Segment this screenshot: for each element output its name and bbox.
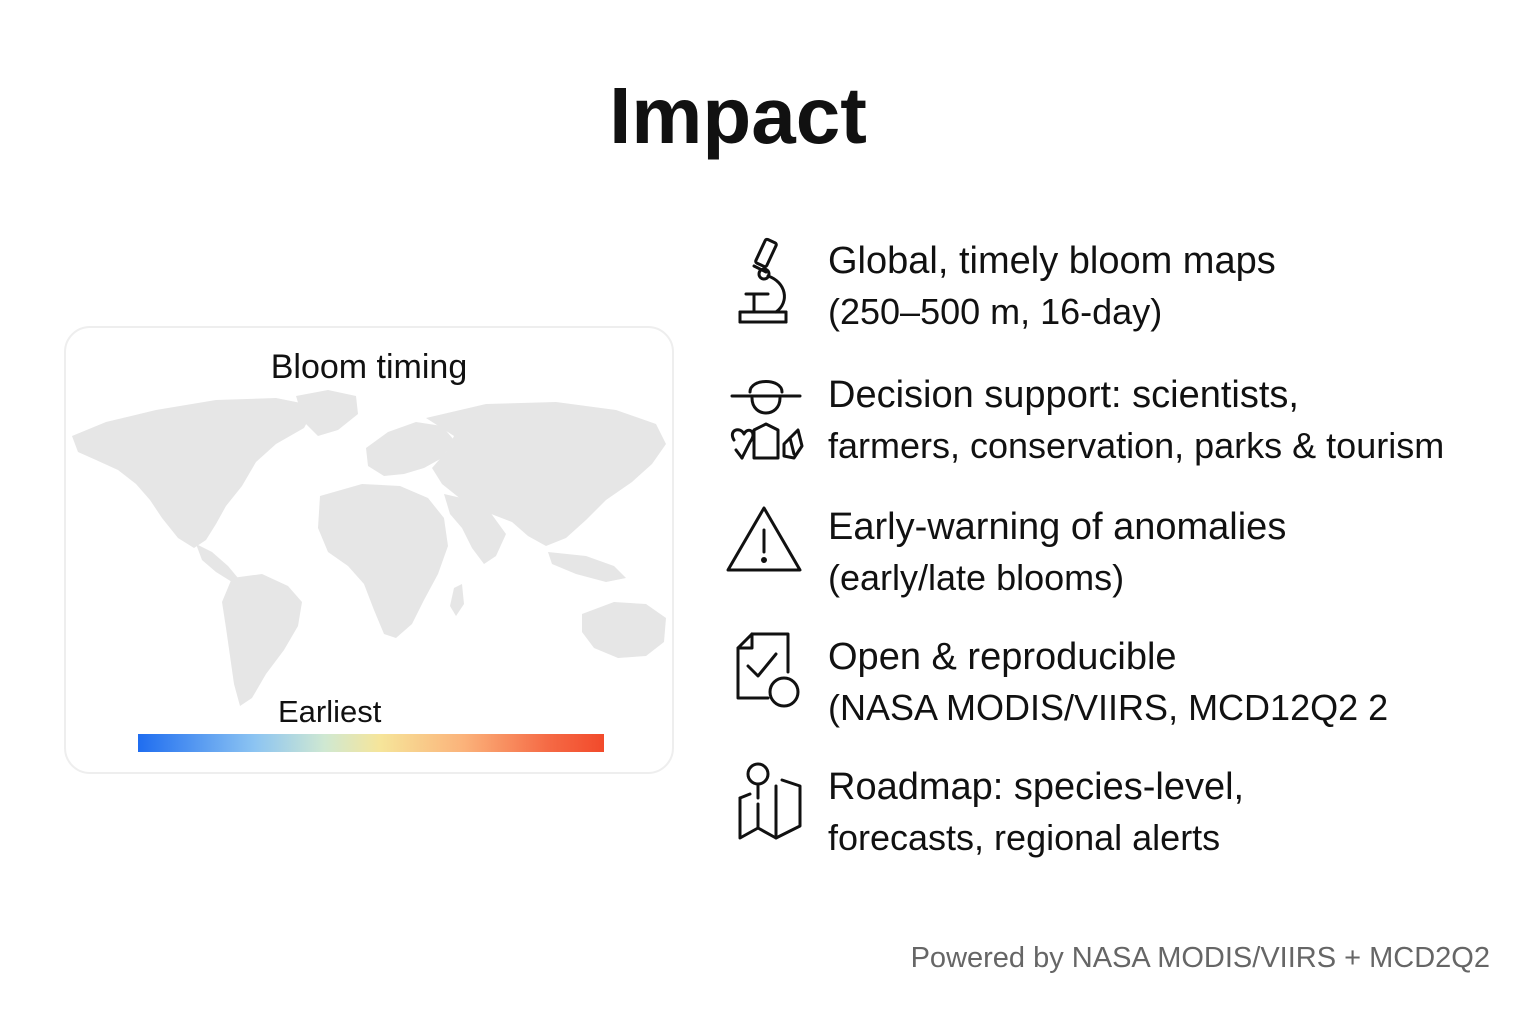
bloom-timing-card: Bloom timing E [64,326,674,774]
item-detail: (250–500 m, 16-day) [828,291,1163,332]
item-title: Decision support: scientists, [828,374,1299,416]
item-detail: farmers, conservation, parks & tourism [828,425,1445,466]
item-detail: (early/late blooms) [828,557,1125,598]
microscope-icon [738,237,788,324]
document-check-icon [736,632,800,708]
map-pin-icon [738,762,802,840]
world-map [72,390,666,706]
footer-credit: Powered by NASA MODIS/VIIRS + MCD2Q2 [910,942,1490,974]
item-detail: forecasts, regional alerts [828,817,1221,858]
item-title: Global, timely bloom maps [828,240,1276,282]
card-title: Bloom timing [270,348,468,386]
item-title: Roadmap: species-level, [828,766,1245,808]
farmer-icon [730,380,804,460]
legend-label: Earliest [278,694,382,729]
page-title: Impact [609,71,867,160]
item-title: Open & reproducible [828,636,1177,678]
color-scale-bar [138,734,604,752]
item-title: Early-warning of anomalies [828,506,1287,548]
warning-icon [726,506,802,572]
item-detail: (NASA MODIS/VIIRS, MCD12Q2 2 [828,687,1389,728]
